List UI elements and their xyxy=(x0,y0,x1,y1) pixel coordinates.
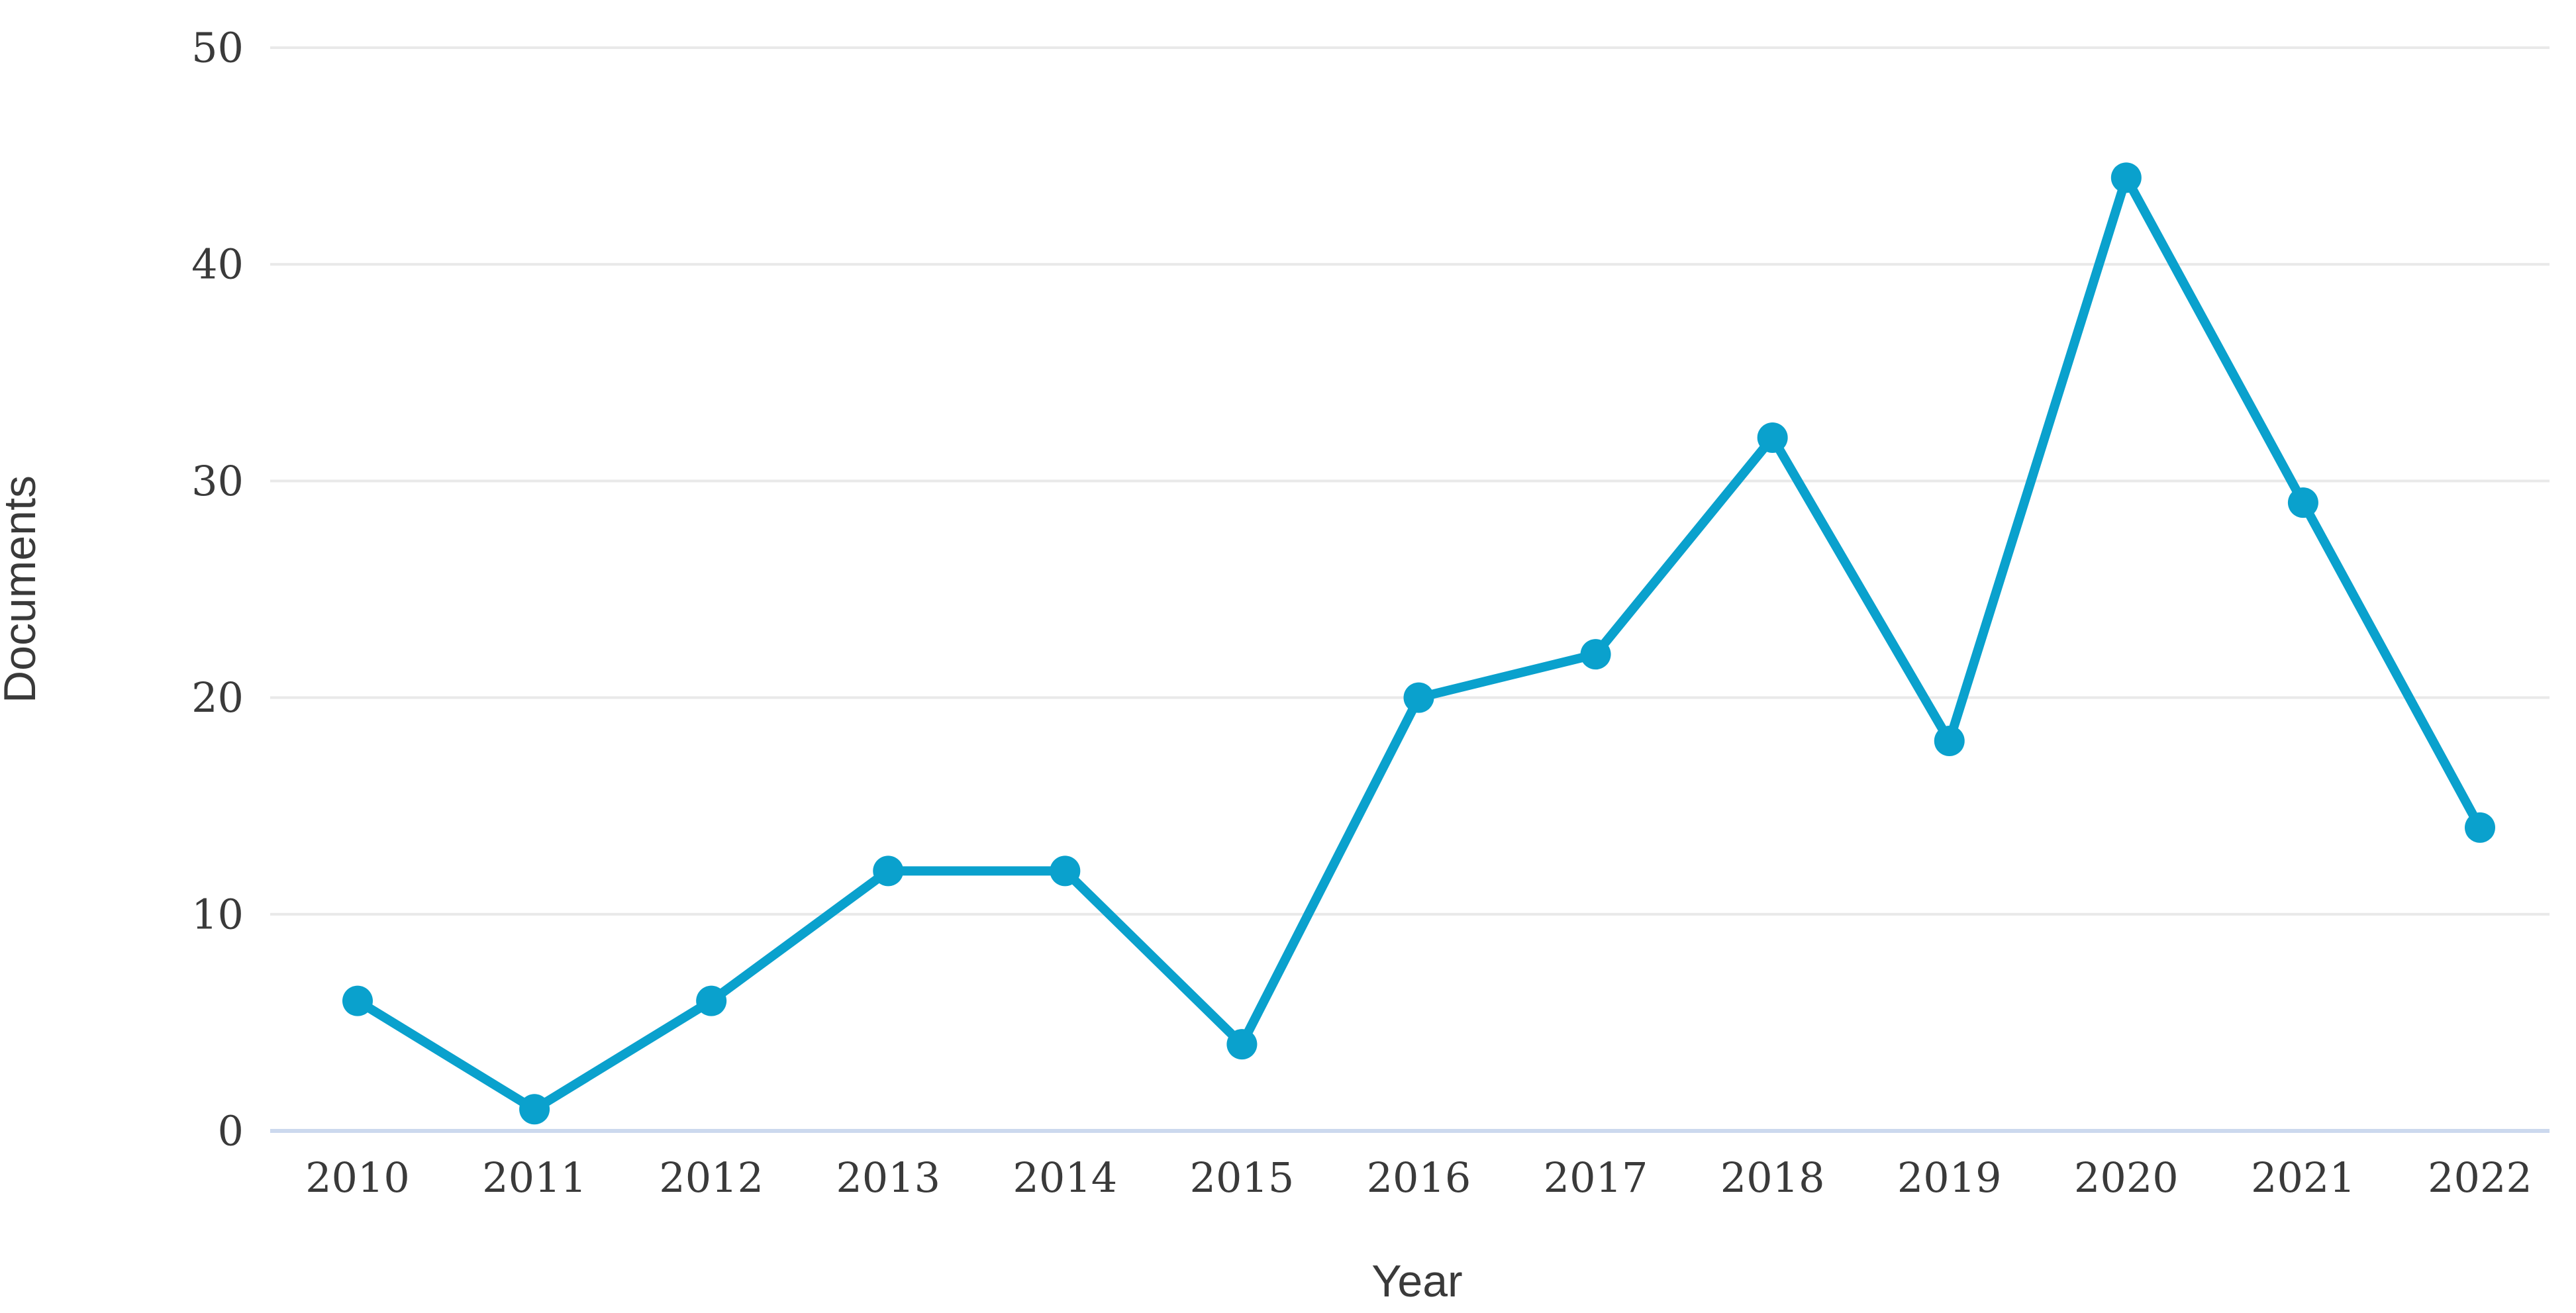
data-point-marker xyxy=(2287,487,2318,518)
x-tick-label: 2021 xyxy=(2251,1153,2355,1202)
data-point-marker xyxy=(2110,162,2142,193)
data-point-marker xyxy=(342,985,373,1016)
data-point-marker xyxy=(1050,855,1081,887)
y-tick-label: 30 xyxy=(191,457,244,505)
x-tick-label: 2020 xyxy=(2074,1153,2179,1202)
x-tick-label: 2016 xyxy=(1367,1153,1471,1202)
data-point-marker xyxy=(696,985,727,1016)
data-point-marker xyxy=(1403,682,1434,713)
x-tick-label: 2015 xyxy=(1190,1153,1295,1202)
data-point-marker xyxy=(519,1094,550,1125)
data-point-marker xyxy=(1580,639,1611,670)
series-line xyxy=(353,173,2485,1114)
y-tick-label: 0 xyxy=(218,1107,244,1155)
x-tick-label: 2011 xyxy=(482,1153,587,1202)
x-tick-label: 2012 xyxy=(659,1153,764,1202)
data-point-marker xyxy=(873,855,904,887)
y-tick-label: 10 xyxy=(191,890,244,938)
x-tick-label: 2010 xyxy=(305,1153,410,1202)
x-tick-label: 2017 xyxy=(1544,1153,1648,1202)
data-point-marker xyxy=(2465,812,2495,843)
data-point-marker xyxy=(1226,1029,1258,1060)
x-tick-label: 2018 xyxy=(1720,1153,1825,1202)
x-tick-label: 2022 xyxy=(2428,1153,2532,1202)
data-point-marker xyxy=(1757,422,1788,453)
y-tick-label: 50 xyxy=(191,24,244,72)
x-tick-label: 2014 xyxy=(1013,1153,1117,1202)
y-axis-title: Documents xyxy=(0,475,45,703)
y-tick-label: 20 xyxy=(191,673,244,722)
data-point-marker xyxy=(1934,726,1965,757)
x-axis-title: Year xyxy=(1371,1256,1463,1306)
y-tick-label: 40 xyxy=(191,240,244,289)
x-tick-label: 2019 xyxy=(1897,1153,2002,1202)
x-tick-label: 2013 xyxy=(836,1153,940,1202)
